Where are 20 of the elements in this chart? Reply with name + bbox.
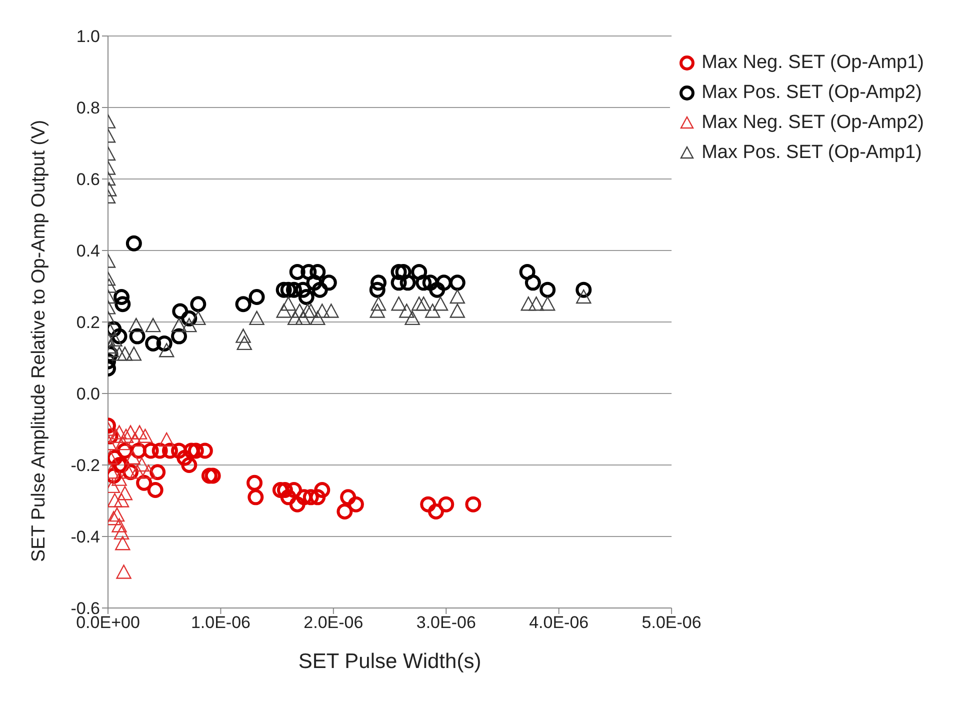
y-tick-label: 0.2 (76, 313, 100, 332)
y-tick-label: 0.0 (76, 384, 100, 404)
y-tick-label: 0.6 (76, 170, 100, 190)
x-axis-title: SET Pulse Width(s) (298, 650, 482, 673)
legend-label: Max Pos. SET (Op-Amp1) (702, 142, 922, 164)
legend-label: Max Pos. SET (Op-Amp2) (702, 82, 922, 104)
x-tick-label: 0.0E+00 (76, 613, 140, 632)
y-tick-label: -0.4 (70, 528, 100, 547)
x-tick-label: 5.0E-06 (642, 613, 702, 632)
x-tick-label: 1.0E-06 (190, 613, 250, 632)
x-tick-label: 4.0E-06 (529, 613, 589, 632)
y-axis-title: SET Pulse Amplitude Relative to Op-Amp Output (V) (28, 120, 50, 562)
x-tick-label: 2.0E-06 (304, 613, 364, 632)
x-tick-label: 3.0E-06 (416, 613, 476, 632)
legend-label: Max Neg. SET (Op-Amp2) (702, 112, 924, 134)
y-tick-label: 1.0 (76, 27, 100, 46)
y-tick-label: -0.2 (70, 456, 100, 476)
y-tick-label: 0.8 (76, 98, 100, 118)
y-tick-label: 0.4 (76, 242, 100, 261)
legend-label: Max Neg. SET (Op-Amp1) (702, 52, 924, 74)
